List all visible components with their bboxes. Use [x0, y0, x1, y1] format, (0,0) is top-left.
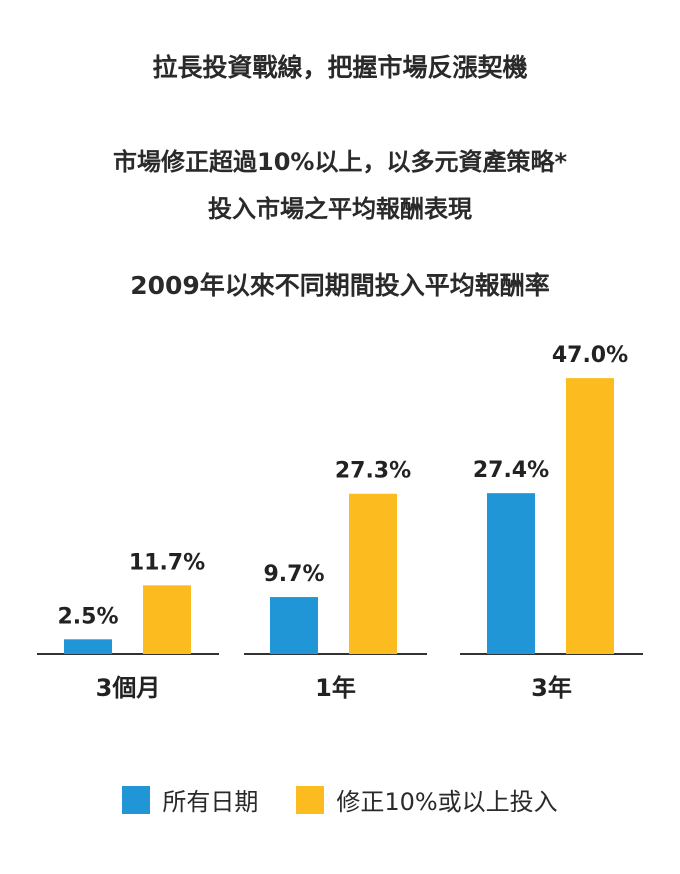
- category-label: 3年: [531, 674, 572, 702]
- legend-item-correction: 修正10%或以上投入: [296, 782, 558, 817]
- data-label: 9.7%: [263, 562, 324, 587]
- legend-swatch-correction: [296, 785, 325, 814]
- legend-item-all-dates: 所有日期: [122, 782, 258, 817]
- data-label: 27.3%: [335, 459, 411, 484]
- legend-label-all-dates: 所有日期: [162, 788, 259, 816]
- bar: [64, 639, 112, 654]
- bar: [270, 597, 318, 654]
- chart-title: 2009年以來不同期間投入平均報酬率: [130, 271, 550, 300]
- data-label: 2.5%: [57, 604, 118, 629]
- subtitle-line-2: 投入市場之平均報酬表現: [208, 195, 472, 223]
- bar: [566, 378, 614, 654]
- category-label: 1年: [315, 674, 356, 702]
- legend-label-correction: 修正10%或以上投入: [336, 788, 558, 816]
- legend-swatch-all-dates: [122, 785, 151, 814]
- main-title: 拉長投資戰線，把握市場反漲契機: [152, 53, 528, 82]
- bar: [143, 585, 191, 654]
- legend: 所有日期 修正10%或以上投入: [0, 782, 680, 817]
- data-label: 27.4%: [473, 458, 549, 483]
- bar: [487, 493, 535, 654]
- data-label: 47.0%: [552, 343, 628, 368]
- data-label: 11.7%: [129, 550, 205, 575]
- subtitle-line-1: 市場修正超過10%以上，以多元資產策略*: [113, 148, 567, 176]
- category-label: 3個月: [96, 674, 161, 702]
- bar: [349, 493, 397, 654]
